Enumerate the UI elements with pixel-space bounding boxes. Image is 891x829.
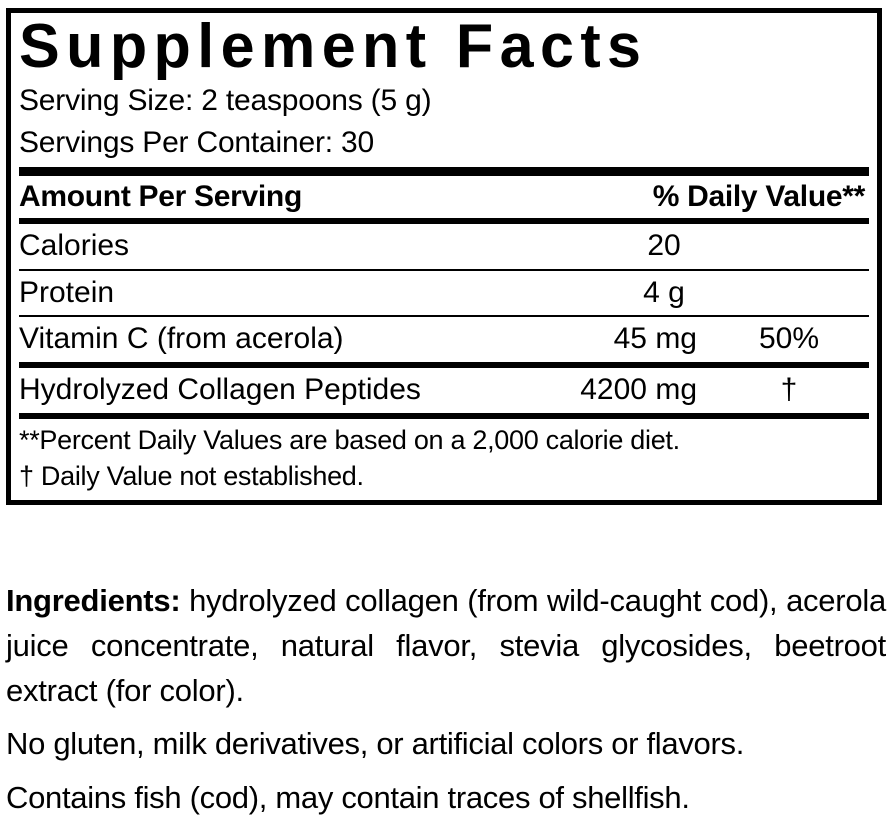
nutrient-amount: 20 bbox=[647, 229, 681, 263]
column-header-daily-value: % Daily Value** bbox=[652, 179, 866, 213]
below-panel-content: Ingredients: hydrolyzed collagen (from w… bbox=[6, 578, 886, 820]
divider-above-table-header bbox=[19, 166, 869, 176]
table-row: Hydrolyzed Collagen Peptides 4200 mg † bbox=[19, 368, 869, 413]
nutrient-name: Vitamin C (from acerola) bbox=[19, 322, 344, 356]
nutrient-amount: 45 mg bbox=[613, 322, 697, 356]
footnotes-block: **Percent Daily Values are based on a 2,… bbox=[19, 419, 869, 501]
divider-above-footnotes bbox=[19, 412, 869, 419]
allergen-contains-statement: Contains fish (cod), may contain traces … bbox=[6, 779, 690, 815]
column-header-amount-per-serving: Amount Per Serving bbox=[19, 179, 302, 213]
nutrient-amount: 4 g bbox=[643, 275, 685, 309]
servings-per-container-text: Servings Per Container: 30 bbox=[19, 125, 374, 159]
nutrient-name: Hydrolyzed Collagen Peptides bbox=[19, 372, 421, 406]
nutrient-name: Calories bbox=[19, 229, 130, 263]
supplement-facts-panel: Supplement Facts Serving Size: 2 teaspoo… bbox=[6, 8, 882, 506]
allergen-free-statement: No gluten, milk derivatives, or artifici… bbox=[6, 726, 745, 762]
ingredients-text: hydrolyzed collagen (from wild-caught co… bbox=[6, 583, 886, 709]
divider-row bbox=[19, 315, 869, 318]
nutrient-amount: 4200 mg bbox=[580, 372, 697, 406]
nutrient-name: Protein bbox=[19, 275, 115, 309]
divider-below-table-header bbox=[19, 218, 869, 225]
table-row: Protein 4 g bbox=[19, 271, 869, 316]
footnote-daily-value-not-established: † Daily Value not established. bbox=[19, 461, 364, 492]
serving-size-text: Serving Size: 2 teaspoons (5 g) bbox=[19, 84, 432, 118]
nutrient-daily-value: † bbox=[780, 372, 798, 406]
table-row: Vitamin C (from acerola) 45 mg 50% bbox=[19, 317, 869, 362]
table-header-row: Amount Per Serving % Daily Value** bbox=[19, 176, 869, 219]
nutrient-daily-value: 50% bbox=[758, 322, 820, 356]
divider-row bbox=[19, 268, 869, 271]
divider-above-collagen-row bbox=[19, 361, 869, 368]
ingredients-label: Ingredients: bbox=[6, 583, 181, 618]
page-title: Supplement Facts bbox=[19, 12, 648, 81]
footnote-percent-daily-value: **Percent Daily Values are based on a 2,… bbox=[19, 424, 680, 455]
table-row: Calories 20 bbox=[19, 224, 869, 269]
ingredients-paragraph: Ingredients: hydrolyzed collagen (from w… bbox=[6, 578, 886, 713]
